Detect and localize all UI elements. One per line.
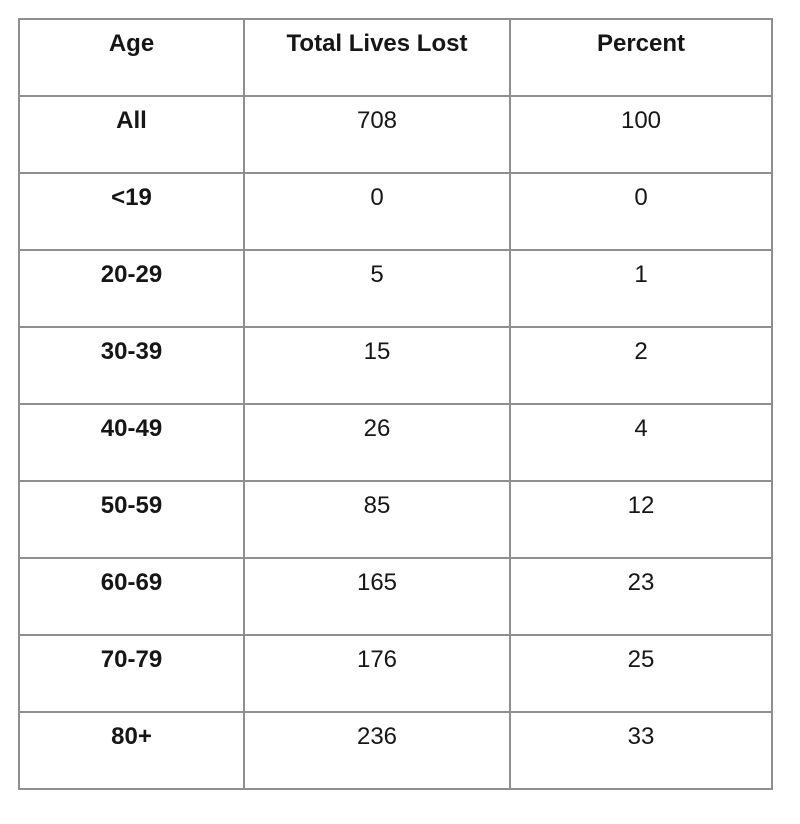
row-label: 20-29 xyxy=(18,249,245,328)
cell-percent: 23 xyxy=(509,557,773,636)
cell-percent: 25 xyxy=(509,634,773,713)
cell-total: 708 xyxy=(243,95,511,174)
cell-percent: 33 xyxy=(509,711,773,790)
row-label: All xyxy=(18,95,245,174)
cell-total: 15 xyxy=(243,326,511,405)
cell-percent: 12 xyxy=(509,480,773,559)
lives-lost-by-age-table: Age Total Lives Lost Percent All 708 100… xyxy=(18,18,773,790)
header-cell-age: Age xyxy=(18,18,245,97)
cell-total: 176 xyxy=(243,634,511,713)
cell-total: 236 xyxy=(243,711,511,790)
table-row: <19 0 0 xyxy=(18,172,773,251)
table-row: 70-79 176 25 xyxy=(18,634,773,713)
row-label: 60-69 xyxy=(18,557,245,636)
cell-percent: 1 xyxy=(509,249,773,328)
cell-total: 26 xyxy=(243,403,511,482)
row-label: 50-59 xyxy=(18,480,245,559)
row-label: <19 xyxy=(18,172,245,251)
header-cell-percent: Percent xyxy=(509,18,773,97)
cell-percent: 100 xyxy=(509,95,773,174)
row-label: 30-39 xyxy=(18,326,245,405)
row-label: 40-49 xyxy=(18,403,245,482)
cell-percent: 2 xyxy=(509,326,773,405)
row-label: 70-79 xyxy=(18,634,245,713)
cell-total: 0 xyxy=(243,172,511,251)
cell-total: 85 xyxy=(243,480,511,559)
header-row: Age Total Lives Lost Percent xyxy=(18,18,773,97)
header-cell-total-lives-lost: Total Lives Lost xyxy=(243,18,511,97)
table-row: 50-59 85 12 xyxy=(18,480,773,559)
cell-total: 5 xyxy=(243,249,511,328)
cell-percent: 0 xyxy=(509,172,773,251)
table-row: 20-29 5 1 xyxy=(18,249,773,328)
table-row: All 708 100 xyxy=(18,95,773,174)
table-row: 60-69 165 23 xyxy=(18,557,773,636)
cell-percent: 4 xyxy=(509,403,773,482)
table-row: 30-39 15 2 xyxy=(18,326,773,405)
table-row: 40-49 26 4 xyxy=(18,403,773,482)
table-row: 80+ 236 33 xyxy=(18,711,773,790)
row-label: 80+ xyxy=(18,711,245,790)
cell-total: 165 xyxy=(243,557,511,636)
